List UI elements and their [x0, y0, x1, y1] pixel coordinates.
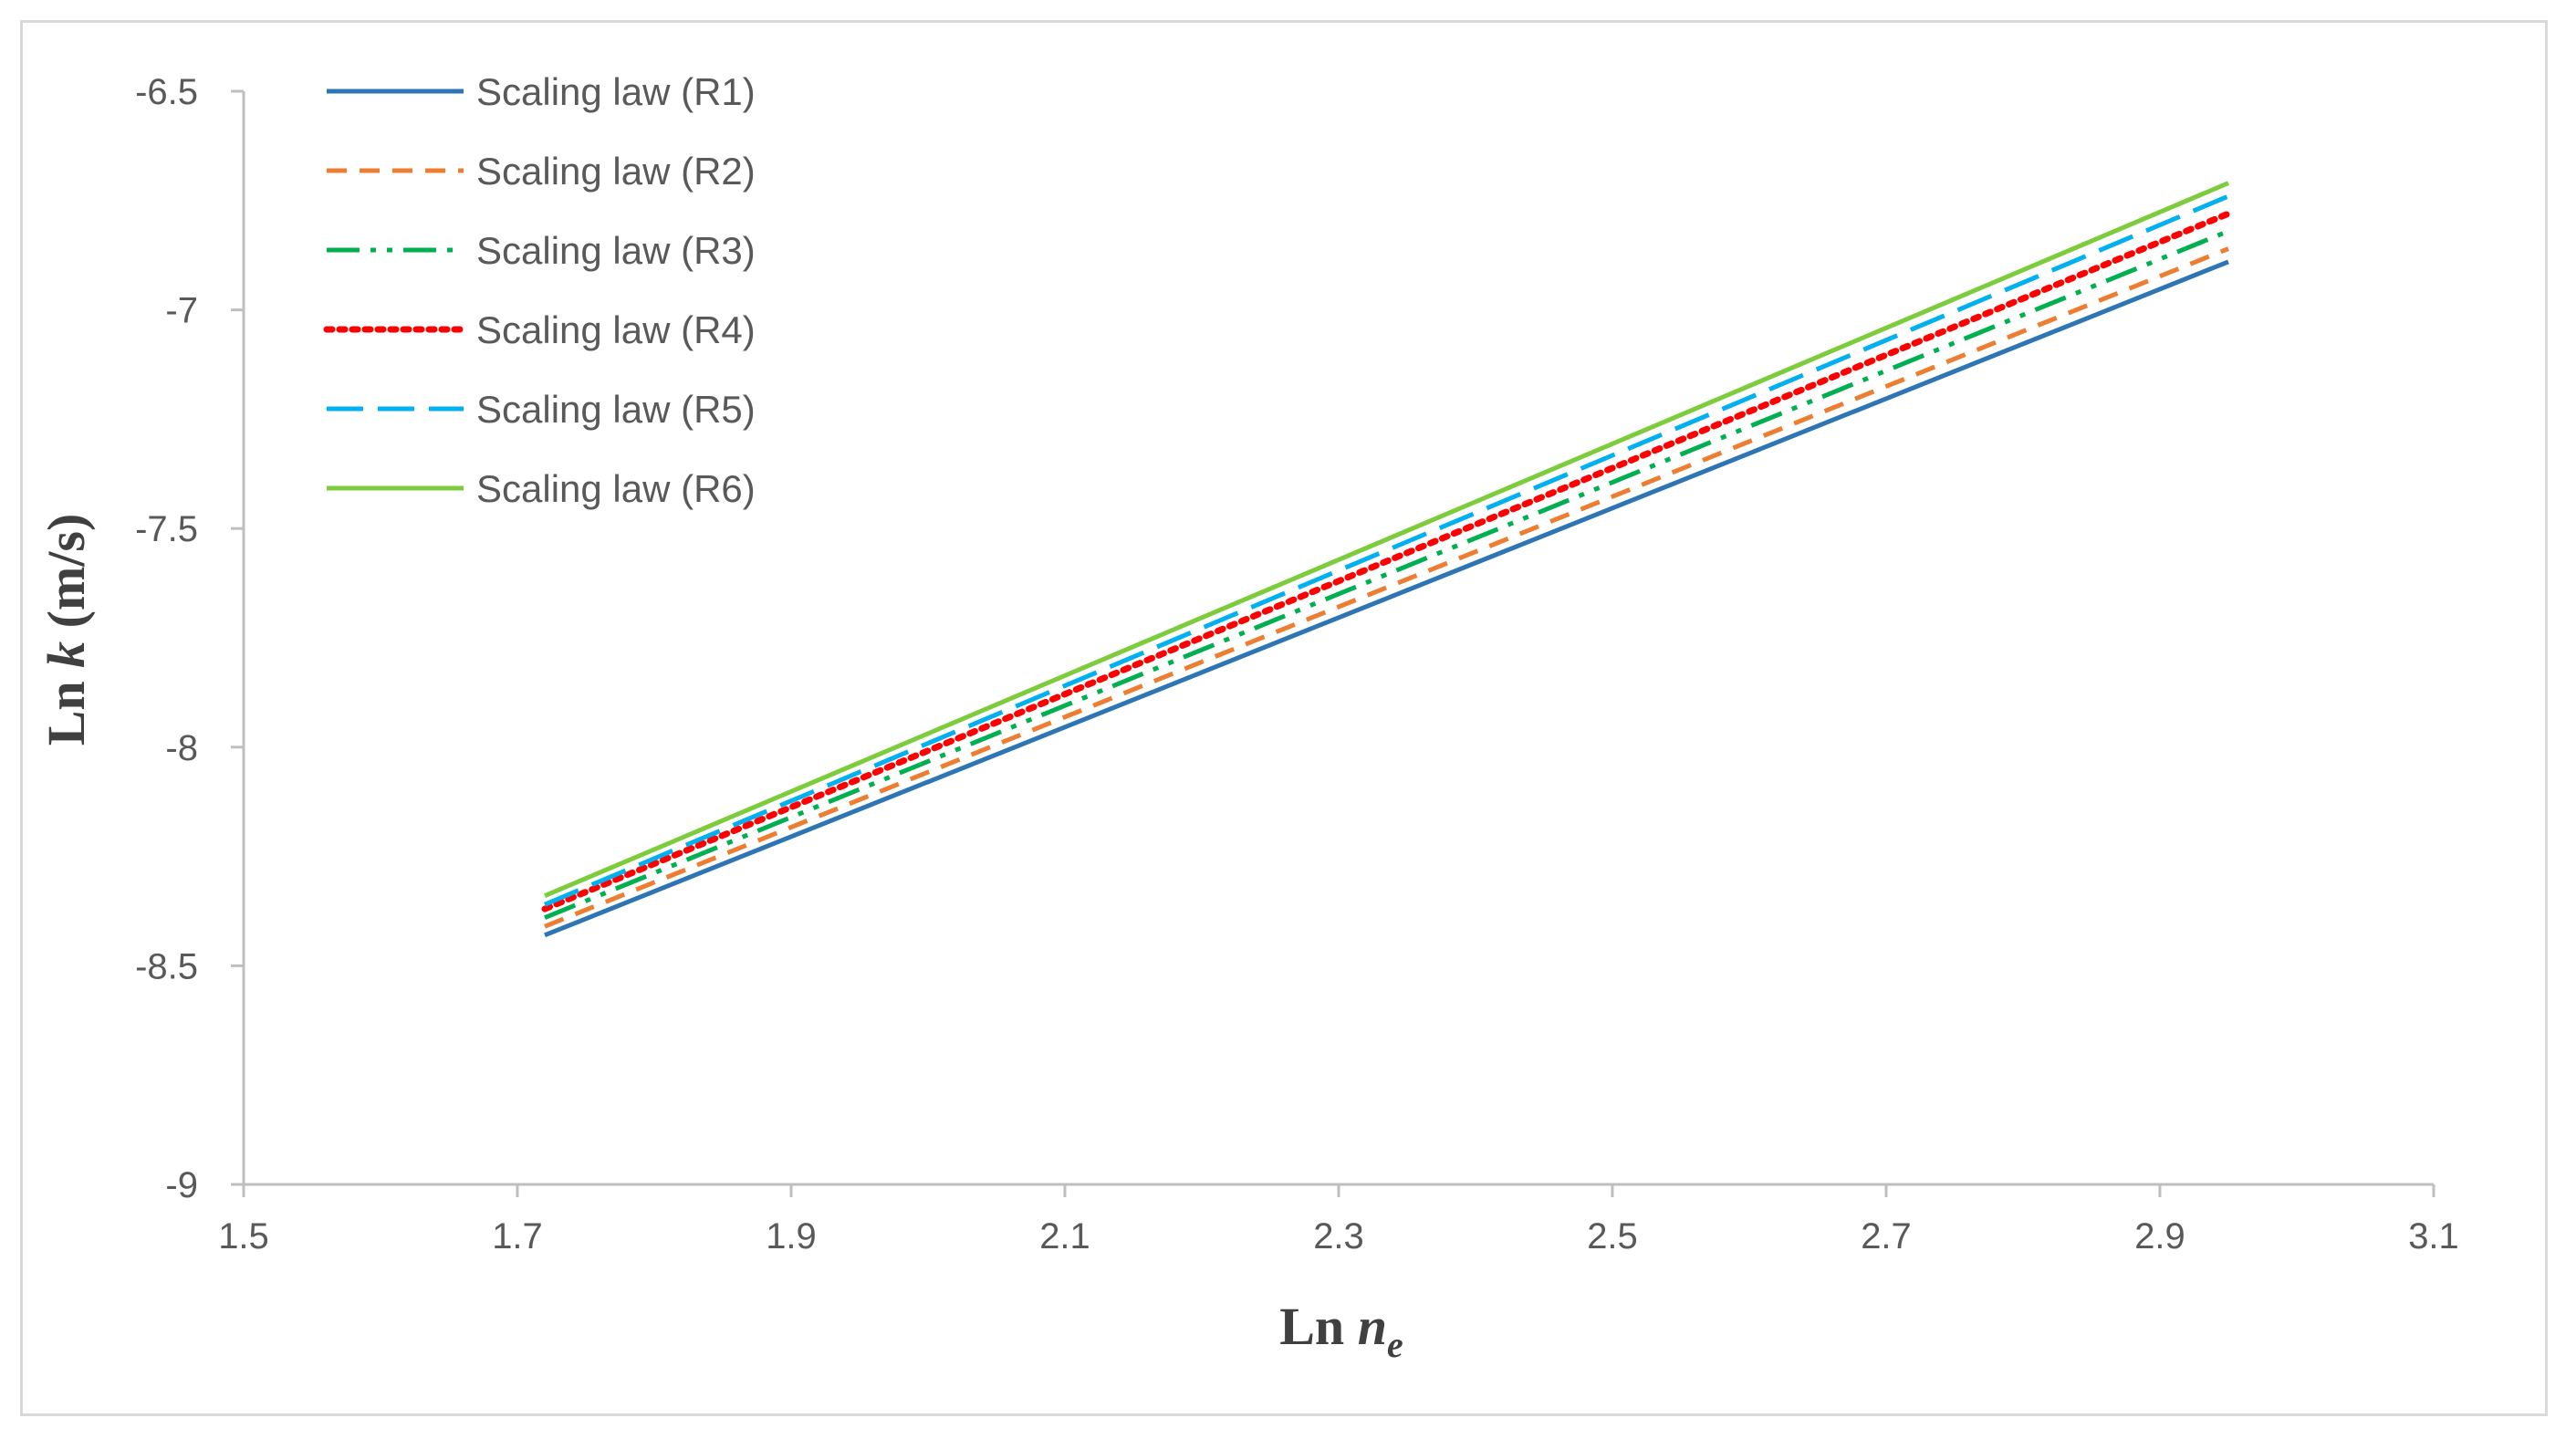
- legend-label-r5: Scaling law (R5): [476, 388, 756, 431]
- y-tick-label: -7: [165, 291, 198, 331]
- x-tick-label: 2.7: [1861, 1216, 1912, 1257]
- y-axis-title: Ln k (m/s): [37, 514, 96, 746]
- y-tick-label: -9: [165, 1165, 198, 1205]
- series-line-r4: [541, 210, 2232, 912]
- series-line-r6: [544, 181, 2229, 899]
- legend-label-r1: Scaling law (R1): [476, 70, 756, 113]
- x-tick-label: 1.5: [218, 1216, 269, 1257]
- y-tick-label: -7.5: [135, 509, 198, 549]
- legend: Scaling law (R1) Scaling law (R2) Scaling …: [323, 70, 756, 510]
- x-tick-label: 2.5: [1587, 1216, 1638, 1257]
- x-axis-ticks: 1.5 1.7 1.9 2.1 2.3 2.5 2.7 2.9 3.1: [218, 1184, 2459, 1257]
- x-tick-label: 1.9: [766, 1216, 817, 1257]
- legend-label-r2: Scaling law (R2): [476, 150, 756, 193]
- x-tick-label: 3.1: [2408, 1216, 2459, 1257]
- series-lines: [541, 181, 2232, 938]
- legend-label-r3: Scaling law (R3): [476, 229, 756, 272]
- series-line-r3: [544, 229, 2229, 921]
- y-tick-label: -8.5: [135, 946, 198, 986]
- series-line-r5: [544, 193, 2229, 907]
- y-tick-label: -8: [165, 728, 198, 768]
- legend-label-r4: Scaling law (R4): [476, 308, 756, 351]
- y-tick-label: -6.5: [135, 72, 198, 112]
- series-line-r2: [544, 246, 2229, 929]
- x-tick-label: 2.1: [1039, 1216, 1090, 1257]
- series-line-r1: [544, 259, 2229, 938]
- x-tick-label: 2.9: [2134, 1216, 2185, 1257]
- x-tick-label: 1.7: [492, 1216, 543, 1257]
- x-tick-label: 2.3: [1313, 1216, 1364, 1257]
- legend-label-r6: Scaling law (R6): [476, 467, 756, 510]
- y-axis-ticks: -6.5 -7 -7.5 -8 -8.5 -9: [135, 72, 244, 1205]
- x-axis-title: Ln ne: [1279, 1297, 1403, 1365]
